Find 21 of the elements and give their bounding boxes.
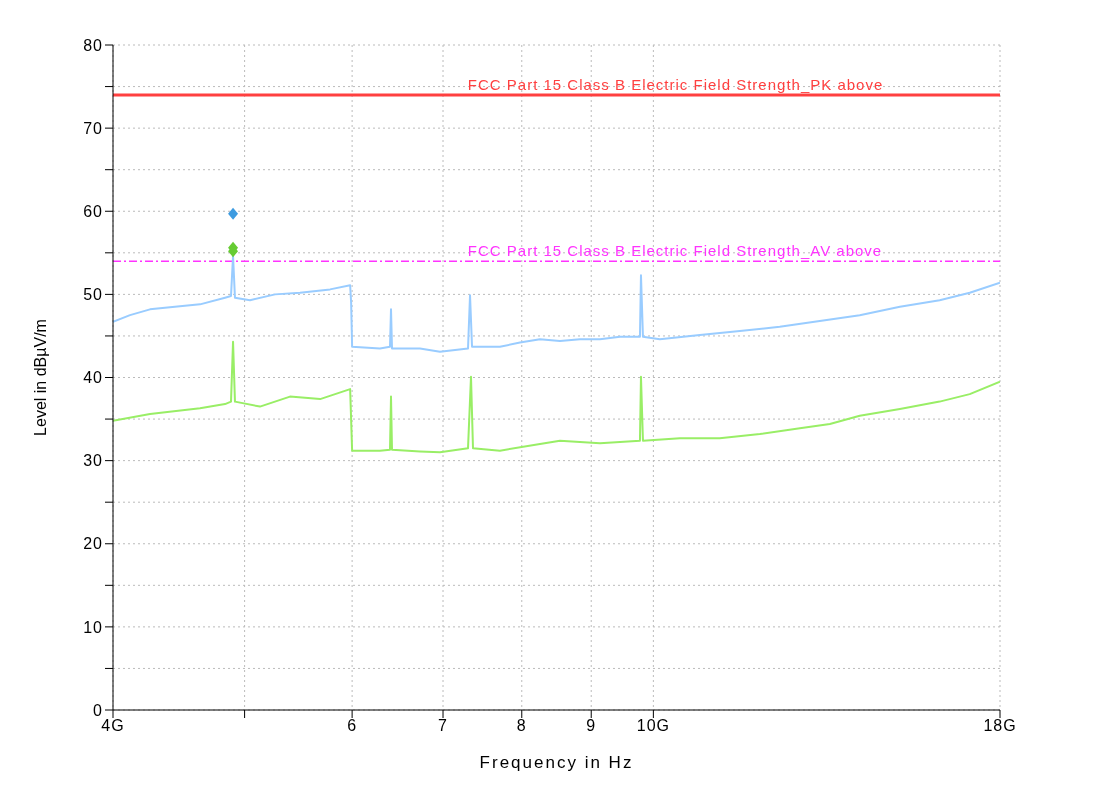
point — [228, 207, 239, 220]
x-tick-label: 10G — [636, 717, 670, 735]
y-axis-title: Level in dBµV/m — [31, 319, 49, 436]
x-tick-label: 4G — [101, 717, 125, 735]
x-tick-label: 6 — [347, 717, 358, 735]
y-tick-label: 70 — [83, 119, 103, 137]
y-tick-label: 20 — [83, 535, 103, 553]
y-tick-label: 10 — [83, 618, 103, 636]
x-tick-label: 8 — [516, 717, 527, 735]
x-tick-label: 9 — [586, 717, 597, 735]
x-tick-label: 7 — [438, 717, 448, 735]
y-tick-label: 80 — [83, 36, 103, 54]
y-tick-label: 0 — [93, 701, 103, 719]
y-tick-label: 60 — [83, 202, 103, 220]
x-tick-label: 18G — [983, 717, 1017, 735]
ref-line-label: FCC Part 15 Class B Electric Field Strength_AV above — [467, 242, 883, 260]
y-tick-label: 50 — [83, 286, 103, 304]
x-axis-title: Frequency in Hz — [479, 753, 634, 772]
ref-line-label: FCC Part 15 Class B Electric Field Strength_PK above — [467, 75, 884, 93]
y-tick-label: 30 — [83, 452, 103, 470]
y-tick-label: 40 — [83, 369, 103, 387]
